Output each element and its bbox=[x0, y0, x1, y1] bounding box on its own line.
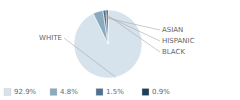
slice-label: BLACK bbox=[162, 48, 185, 56]
legend-entry: 92.9% bbox=[14, 88, 37, 96]
slice-label: ASIAN bbox=[162, 26, 183, 34]
leader-line bbox=[99, 16, 160, 30]
legend-entry: 4.8% bbox=[60, 88, 78, 96]
legend-swatch bbox=[96, 89, 103, 96]
slice-label: HISPANIC bbox=[162, 37, 195, 45]
pie bbox=[74, 10, 142, 78]
leader-line bbox=[64, 38, 116, 77]
pie-slice bbox=[106, 10, 108, 44]
leader-line bbox=[107, 15, 160, 52]
legend-swatch bbox=[4, 89, 11, 96]
legend: 92.9% 4.8% 1.5% 0.9% bbox=[4, 88, 170, 96]
legend-swatch bbox=[142, 89, 149, 96]
legend-entry: 0.9% bbox=[152, 88, 170, 96]
chart: WHITE ASIAN HISPANIC BLACK 92.9% 4.8% 1.5% 0.9% bbox=[0, 0, 240, 100]
pie-slice bbox=[74, 10, 142, 78]
legend-entry: 1.5% bbox=[106, 88, 124, 96]
legend-swatch bbox=[50, 89, 57, 96]
slice-label: WHITE bbox=[39, 34, 62, 42]
